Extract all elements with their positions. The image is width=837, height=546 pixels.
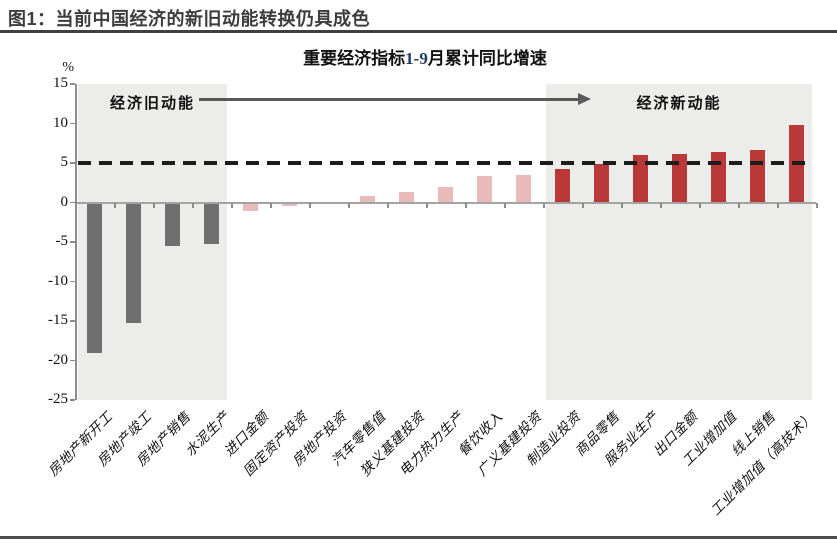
y-axis-label: -25 xyxy=(48,391,68,407)
x-axis-tick xyxy=(270,202,272,208)
x-axis-tick xyxy=(309,202,311,208)
old-momentum-label: 经济旧动能 xyxy=(109,96,195,112)
bar-汽车零售值 xyxy=(360,196,375,203)
x-axis-tick xyxy=(621,202,623,208)
bar-广义基建投资 xyxy=(516,174,531,203)
x-axis-tick xyxy=(114,202,116,208)
bar-出口金额 xyxy=(672,153,687,203)
x-axis-tick xyxy=(738,202,740,208)
y-axis-label: -5 xyxy=(55,233,69,249)
y-axis-unit-label: % xyxy=(62,60,74,75)
x-axis-tick xyxy=(504,202,506,208)
y-axis-line xyxy=(75,84,77,400)
bar-服务业生产 xyxy=(633,155,648,203)
x-axis-tick xyxy=(348,202,350,208)
zero-axis-line xyxy=(75,201,816,204)
y-axis-label: 10 xyxy=(53,114,68,131)
y-axis-label: 15 xyxy=(53,75,68,91)
bar-固定资产投资 xyxy=(282,202,297,207)
y-axis-tick xyxy=(70,359,75,361)
x-axis-tick xyxy=(543,202,545,208)
dashed-target-line xyxy=(78,161,812,165)
y-axis-label: -20 xyxy=(48,351,68,368)
old-momentum-region xyxy=(78,84,227,400)
y-axis-tick xyxy=(70,320,75,322)
x-axis-tick xyxy=(699,202,701,208)
y-axis-label: 0 xyxy=(60,193,69,210)
figure-title: 图1：当前中国经济的新旧动能转换仍具成色 xyxy=(8,9,371,29)
bar-线上销售 xyxy=(750,149,765,203)
bar-餐饮收入 xyxy=(477,175,492,203)
y-axis-tick xyxy=(70,280,75,282)
bar-制造业投资 xyxy=(555,169,570,203)
y-axis-tick xyxy=(70,201,75,203)
bar-房地产竣工 xyxy=(126,202,141,324)
y-axis-label: 5 xyxy=(60,154,69,170)
chart-title-prefix: 重要经济指标 xyxy=(303,49,406,68)
bar-房地产新开工 xyxy=(87,202,102,353)
bar-进口金额 xyxy=(243,202,258,212)
y-axis-tick xyxy=(70,241,75,243)
title-underline xyxy=(0,30,837,33)
bar-狭义基建投资 xyxy=(399,192,414,203)
x-axis-tick xyxy=(153,202,155,208)
y-axis-label: -10 xyxy=(48,272,68,289)
bar-水泥生产 xyxy=(204,202,219,244)
x-axis-tick xyxy=(231,202,233,208)
bar-商品零售 xyxy=(594,163,609,203)
new-momentum-label: 经济新动能 xyxy=(636,96,722,112)
chart-title-period: 1-9 xyxy=(405,49,428,68)
chart-title-suffix: 月累计同比增速 xyxy=(427,49,547,68)
transition-arrow-line xyxy=(199,98,579,101)
y-axis-label: -15 xyxy=(48,312,68,328)
transition-arrow-head-icon xyxy=(578,93,591,105)
bottom-divider xyxy=(0,536,837,539)
bar-电力热力生产 xyxy=(438,186,453,203)
x-axis-tick xyxy=(465,202,467,208)
x-axis-tick xyxy=(582,202,584,208)
x-axis-tick xyxy=(660,202,662,208)
x-axis-tick xyxy=(426,202,428,208)
x-axis-tick xyxy=(387,202,389,208)
x-axis-tick xyxy=(777,202,779,208)
x-axis-tick xyxy=(192,202,194,208)
y-axis-tick xyxy=(70,399,75,401)
y-axis-tick xyxy=(70,162,75,164)
y-axis-tick xyxy=(70,122,75,124)
bar-工业增加值 xyxy=(711,151,726,203)
x-axis-tick xyxy=(816,202,818,208)
chart-title: 重要经济指标1-9月累计同比增速 xyxy=(75,44,775,69)
new-momentum-region xyxy=(546,84,812,400)
bar-房地产销售 xyxy=(165,202,180,246)
y-axis-tick xyxy=(70,83,75,85)
